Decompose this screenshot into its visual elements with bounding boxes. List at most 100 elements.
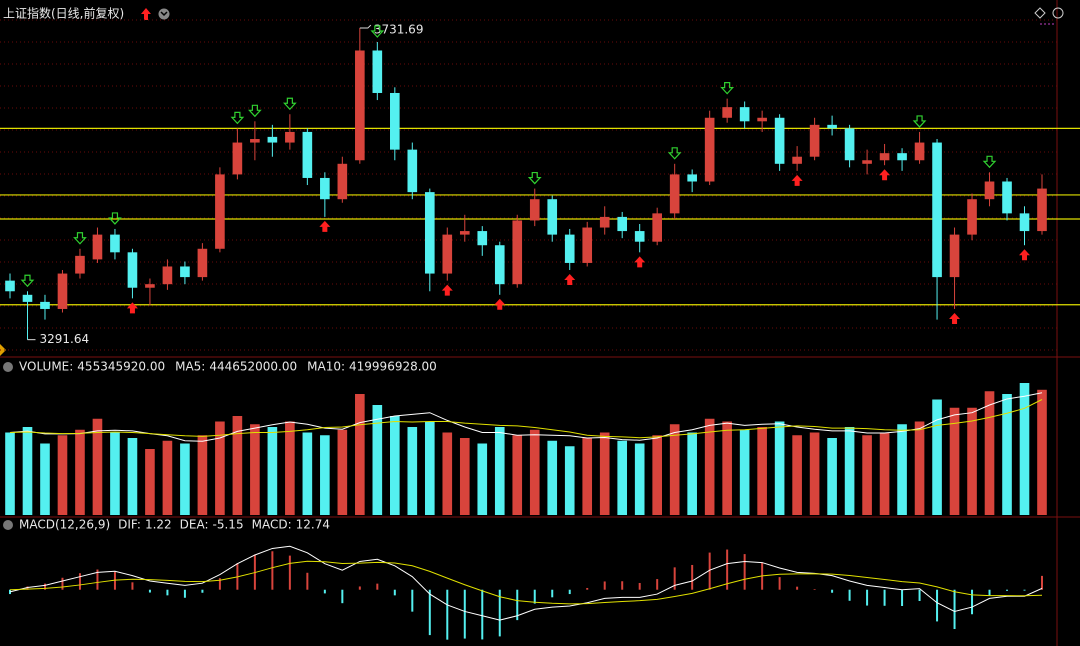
volume-bar — [529, 429, 540, 515]
title-icons[interactable] — [141, 8, 170, 20]
candle-body — [127, 252, 138, 288]
candle-body — [914, 142, 925, 161]
circle-icon[interactable] — [1052, 7, 1064, 19]
candle-body — [232, 142, 243, 175]
candle-body — [879, 153, 890, 161]
readout-text: 444652000.00 — [209, 360, 297, 374]
candle-body — [687, 174, 697, 182]
volume-bar — [162, 440, 173, 515]
volume-bar — [337, 429, 348, 515]
readout-text: DEA: — [180, 518, 209, 532]
volume-bar — [372, 405, 383, 515]
volume-bar — [722, 421, 732, 515]
candle-body — [529, 199, 540, 221]
volume-bar — [1037, 389, 1047, 515]
candle-body — [652, 213, 662, 242]
volume-bar — [459, 438, 470, 515]
candle-body — [320, 177, 330, 200]
volume-bar — [827, 438, 837, 515]
volume-menu-icon[interactable] — [3, 362, 13, 372]
volume-bar — [669, 424, 680, 515]
candle-body — [145, 284, 155, 288]
volume-bar — [320, 435, 330, 515]
volume-bar — [40, 443, 50, 515]
candle-body — [302, 131, 313, 178]
candle-body — [547, 199, 558, 235]
volume-bar — [949, 407, 960, 515]
volume-bar — [564, 446, 575, 515]
candle-body — [162, 266, 173, 285]
restore-arrow-icon[interactable] — [141, 8, 151, 20]
volume-bar — [652, 435, 662, 515]
volume-bar — [215, 421, 225, 515]
buy-signal — [634, 256, 646, 268]
sell-signal — [20, 274, 35, 288]
volume-bar — [739, 429, 750, 515]
buy-signal — [879, 169, 891, 181]
candle-body — [459, 231, 470, 235]
sell-signal — [912, 115, 927, 128]
candle-body — [634, 231, 645, 242]
sell-signal — [370, 25, 385, 38]
candle-body — [442, 234, 453, 274]
candle-body — [355, 50, 365, 161]
buy-signal — [949, 312, 961, 324]
candle-body — [582, 227, 593, 263]
volume-bar — [967, 407, 977, 515]
volume-bar — [75, 429, 85, 515]
candle-body — [215, 174, 225, 249]
macd-line — [9, 545, 1043, 621]
candle-body — [1019, 213, 1030, 232]
volume-bar — [862, 435, 872, 515]
candle-body — [1002, 181, 1012, 214]
readout-text: 12.74 — [296, 518, 330, 532]
candle-body — [722, 107, 732, 118]
volume-bar — [792, 435, 802, 515]
candle-body — [390, 92, 400, 150]
candle-body — [337, 163, 348, 200]
readout-text: MA5: — [175, 360, 205, 374]
readout-text: DIF: — [118, 518, 141, 532]
volume-bar — [879, 432, 890, 515]
ma-line — [9, 392, 1043, 442]
candle-body — [92, 234, 103, 260]
buy-signal — [441, 284, 453, 296]
candle-body — [862, 160, 872, 164]
diamond-icon[interactable] — [1034, 7, 1046, 19]
volume-bar — [302, 432, 313, 515]
candle-body — [494, 245, 505, 285]
volume-bar — [1002, 394, 1012, 515]
candle-body — [40, 301, 50, 309]
sell-signal — [982, 155, 997, 169]
volume-bar — [250, 424, 260, 515]
max-pointer — [359, 24, 372, 29]
volume-bar — [22, 427, 33, 515]
readout-text: -5.15 — [213, 518, 244, 532]
readout-text: MACD: — [252, 518, 292, 532]
chart-title: 上证指数(日线,前复权) — [3, 6, 124, 21]
sell-signal — [108, 212, 122, 225]
volume-bar — [617, 440, 628, 515]
candle-body — [5, 280, 15, 292]
volume-bar — [57, 435, 68, 515]
volume-bar — [355, 394, 365, 515]
sell-signal — [667, 147, 682, 160]
volume-bar — [442, 432, 453, 515]
max-price-label: 3731.69 — [374, 23, 424, 37]
candle-body — [669, 174, 680, 214]
macd-menu-icon[interactable] — [3, 520, 13, 530]
readout-text: 455345920.00 — [77, 360, 165, 374]
volume-bar — [180, 443, 190, 515]
volume-bar — [687, 432, 697, 515]
volume-bar — [5, 432, 15, 515]
candle-body — [1037, 188, 1047, 232]
buy-signal — [126, 302, 138, 314]
volume-bar — [407, 427, 418, 515]
volume-bar — [267, 427, 278, 515]
volume-bar — [477, 443, 488, 515]
scroll-marker[interactable] — [0, 344, 6, 356]
sell-signal — [248, 104, 262, 118]
candle-body — [739, 107, 750, 122]
sell-signal — [283, 97, 297, 111]
volume-bar — [145, 449, 155, 515]
